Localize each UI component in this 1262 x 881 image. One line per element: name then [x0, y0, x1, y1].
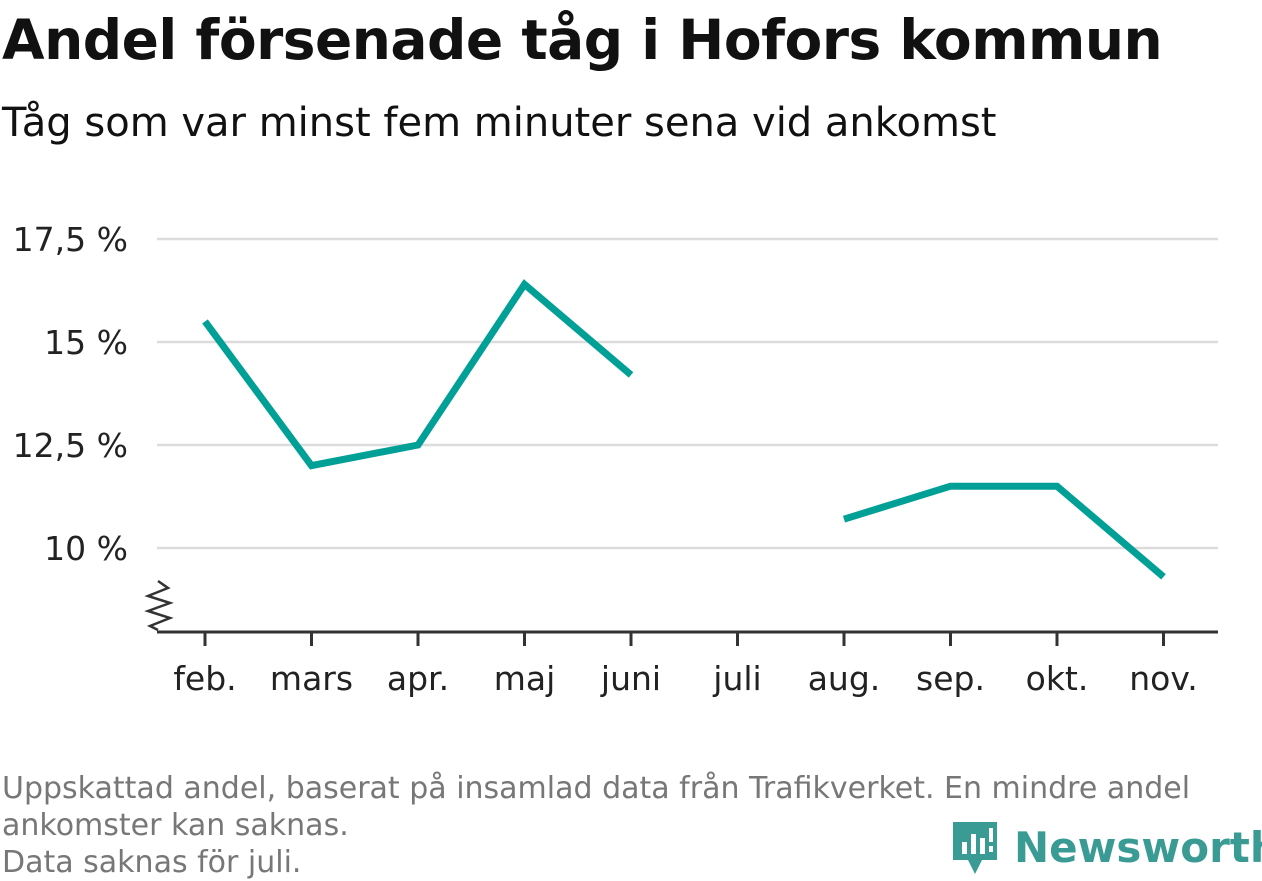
x-axis: feb. mars apr. maj juni juli aug. sep. okt. nov.	[144, 579, 1218, 698]
newsworthy-logo-icon	[953, 822, 997, 874]
x-tick-label: juli	[712, 659, 761, 698]
brand-logo: Newsworthy	[950, 818, 1262, 876]
y-tick-label: 17,5 %	[13, 220, 128, 259]
x-tick-label: nov.	[1129, 659, 1198, 698]
gridlines	[157, 237, 1218, 550]
series-line-segment	[202, 279, 634, 470]
chart-title: Andel försenade tåg i Hofors kommun	[2, 8, 1163, 72]
x-tick-label: apr.	[387, 659, 449, 698]
x-tick-label: aug.	[808, 659, 881, 698]
footnote-line-1: Uppskattad andel, baserat på insamlad da…	[2, 771, 1191, 806]
footnote-line-3: Data saknas för juli.	[2, 845, 302, 880]
x-tick-label: okt.	[1026, 659, 1089, 698]
y-tick-label: 15 %	[44, 323, 128, 362]
footnote: Uppskattad andel, baserat på insamlad da…	[2, 770, 1252, 881]
chart-subtitle: Tåg som var minst fem minuter sena vid a…	[2, 100, 997, 146]
x-tick-label: feb.	[173, 659, 236, 698]
series-line-segment	[842, 482, 1166, 580]
y-tick-label: 12,5 %	[13, 426, 128, 465]
series-lines	[202, 279, 1166, 580]
x-tick-label: mars	[270, 659, 353, 698]
y-axis-ticks: 10 % 12,5 % 15 % 17,5 %	[13, 220, 128, 568]
x-tick-label: juni	[600, 659, 661, 698]
x-tick-label: sep.	[916, 659, 985, 698]
brand-name: Newsworthy	[1014, 822, 1262, 872]
axis-break-icon	[144, 579, 174, 632]
footnote-line-2: ankomster kan saknas.	[2, 808, 349, 843]
y-tick-label: 10 %	[44, 529, 128, 568]
x-tick-label: maj	[494, 659, 556, 698]
